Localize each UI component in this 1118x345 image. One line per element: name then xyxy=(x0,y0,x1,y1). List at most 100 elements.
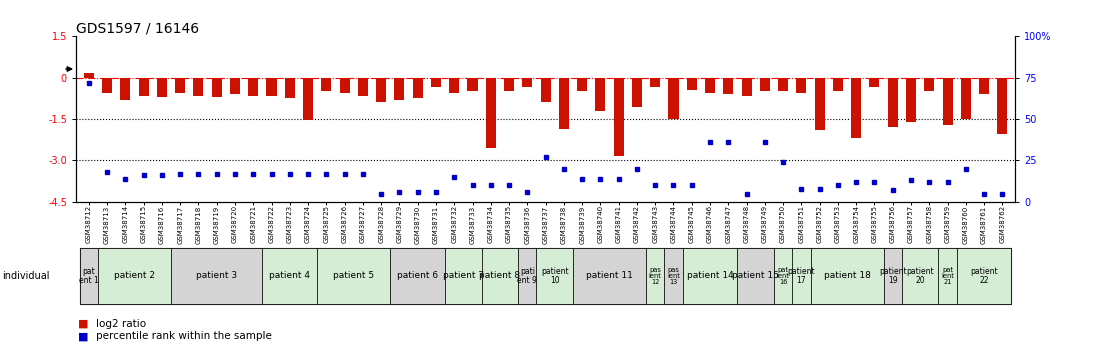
Text: pas
ient
12: pas ient 12 xyxy=(648,267,662,285)
Text: pat
ient
16: pat ient 16 xyxy=(777,267,789,285)
Bar xyxy=(942,78,953,125)
Bar xyxy=(504,78,514,91)
Text: patient 2: patient 2 xyxy=(114,272,155,280)
Bar xyxy=(176,78,186,93)
FancyBboxPatch shape xyxy=(574,248,646,304)
Bar xyxy=(815,78,825,130)
Bar xyxy=(430,78,440,87)
Bar xyxy=(669,78,679,119)
Bar xyxy=(121,78,131,100)
FancyBboxPatch shape xyxy=(646,248,664,304)
Bar xyxy=(211,78,221,97)
FancyBboxPatch shape xyxy=(957,248,1012,304)
FancyBboxPatch shape xyxy=(263,248,318,304)
Bar xyxy=(340,78,350,93)
Text: patient
19: patient 19 xyxy=(879,267,907,285)
Bar xyxy=(321,78,331,91)
Text: patient 11: patient 11 xyxy=(586,272,633,280)
FancyBboxPatch shape xyxy=(171,248,263,304)
Text: ■: ■ xyxy=(78,332,88,341)
Text: patient 6: patient 6 xyxy=(397,272,438,280)
Text: patient
22: patient 22 xyxy=(970,267,998,285)
Bar xyxy=(358,78,368,96)
Text: ■: ■ xyxy=(78,319,88,328)
Bar xyxy=(193,78,203,96)
FancyBboxPatch shape xyxy=(664,248,683,304)
Bar xyxy=(84,73,94,78)
Bar xyxy=(705,78,716,93)
Bar xyxy=(467,78,477,91)
FancyBboxPatch shape xyxy=(98,248,171,304)
Bar xyxy=(449,78,459,93)
Bar xyxy=(230,78,240,94)
Text: patient
17: patient 17 xyxy=(787,267,815,285)
FancyBboxPatch shape xyxy=(482,248,518,304)
Bar xyxy=(632,78,642,107)
Bar xyxy=(906,78,916,122)
Bar xyxy=(541,78,550,102)
Bar xyxy=(997,78,1007,134)
FancyBboxPatch shape xyxy=(518,248,537,304)
Text: percentile rank within the sample: percentile rank within the sample xyxy=(96,332,272,341)
Text: patient 7: patient 7 xyxy=(443,272,484,280)
Text: patient 15: patient 15 xyxy=(732,272,779,280)
FancyBboxPatch shape xyxy=(883,248,902,304)
Text: patient
10: patient 10 xyxy=(541,267,569,285)
Bar xyxy=(376,78,386,102)
FancyBboxPatch shape xyxy=(537,248,574,304)
Bar xyxy=(303,78,313,120)
Bar xyxy=(778,78,788,91)
FancyBboxPatch shape xyxy=(738,248,774,304)
Bar xyxy=(266,78,276,96)
Text: patient
20: patient 20 xyxy=(907,267,934,285)
Bar xyxy=(102,78,112,93)
Text: patient 8: patient 8 xyxy=(480,272,521,280)
Bar xyxy=(577,78,587,91)
Text: patient 5: patient 5 xyxy=(333,272,375,280)
Bar xyxy=(851,78,861,138)
Bar xyxy=(925,78,935,91)
FancyBboxPatch shape xyxy=(390,248,445,304)
Bar xyxy=(960,78,970,119)
Bar xyxy=(723,78,733,94)
FancyBboxPatch shape xyxy=(683,248,738,304)
Text: pati
ent 9: pati ent 9 xyxy=(518,267,538,285)
Text: individual: individual xyxy=(2,271,49,281)
FancyBboxPatch shape xyxy=(318,248,390,304)
Bar xyxy=(413,78,423,98)
FancyBboxPatch shape xyxy=(793,248,811,304)
Bar xyxy=(157,78,167,97)
Bar xyxy=(395,78,405,100)
Bar xyxy=(285,78,295,98)
Bar xyxy=(522,78,532,87)
FancyBboxPatch shape xyxy=(79,248,98,304)
FancyBboxPatch shape xyxy=(938,248,957,304)
Text: pat
ient
21: pat ient 21 xyxy=(941,267,954,285)
Text: patient 4: patient 4 xyxy=(269,272,311,280)
Bar xyxy=(760,78,770,91)
Bar xyxy=(485,78,495,148)
Bar xyxy=(559,78,569,129)
Bar xyxy=(614,78,624,156)
Bar xyxy=(796,78,806,93)
Text: log2 ratio: log2 ratio xyxy=(96,319,146,328)
Text: pat
ent 1: pat ent 1 xyxy=(79,267,98,285)
Text: GDS1597 / 16146: GDS1597 / 16146 xyxy=(76,21,199,35)
Text: patient 18: patient 18 xyxy=(824,272,871,280)
Bar xyxy=(596,78,606,111)
Bar xyxy=(248,78,258,96)
Bar xyxy=(686,78,697,90)
FancyBboxPatch shape xyxy=(902,248,938,304)
FancyBboxPatch shape xyxy=(774,248,793,304)
Bar xyxy=(139,78,149,96)
FancyBboxPatch shape xyxy=(811,248,883,304)
Text: pas
ient
13: pas ient 13 xyxy=(667,267,680,285)
FancyBboxPatch shape xyxy=(445,248,482,304)
Text: patient 3: patient 3 xyxy=(196,272,237,280)
Bar xyxy=(870,78,880,87)
Text: patient 14: patient 14 xyxy=(686,272,733,280)
Bar xyxy=(741,78,751,96)
Bar xyxy=(888,78,898,127)
Bar xyxy=(651,78,661,87)
Bar xyxy=(833,78,843,91)
